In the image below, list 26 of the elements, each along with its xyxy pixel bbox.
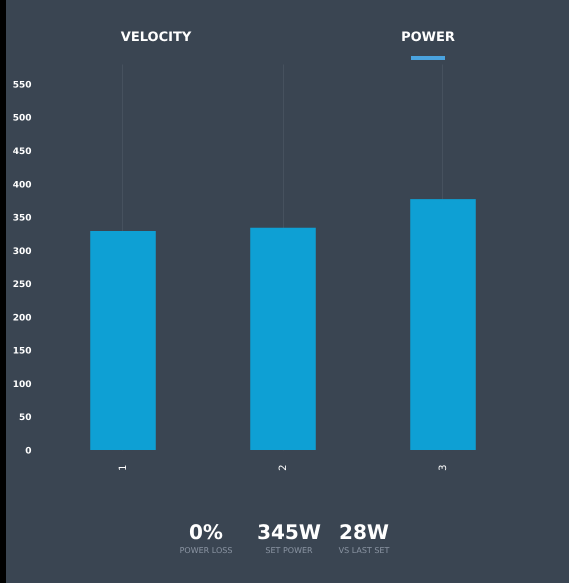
text: VELOCITY (120, 30, 192, 45)
y-tick-label: 100 (12, 380, 32, 390)
bar (250, 228, 316, 450)
y-tick-label: 200 (12, 313, 32, 324)
text: 345W (257, 520, 321, 544)
text: POWER (401, 30, 455, 45)
text: VS LAST SET (338, 546, 390, 555)
x-tick-label: 1 (118, 464, 129, 471)
text: 28W (338, 520, 390, 544)
y-tick-label: 150 (12, 346, 32, 357)
y-tick-label: 450 (12, 147, 32, 158)
y-tick-label: 350 (12, 214, 32, 224)
text: SET POWER (264, 546, 314, 555)
x-tick-label: 2 (278, 464, 289, 471)
y-tick-label: 500 (12, 114, 32, 124)
y-tick-label: 250 (12, 280, 32, 290)
y-tick-label: 400 (12, 180, 32, 190)
text: POWER LOSS (180, 546, 232, 555)
y-tick-label: 0 (25, 446, 32, 456)
y-tick-label: 50 (18, 413, 32, 424)
y-tick-label: 300 (12, 246, 32, 257)
x-tick-label: 3 (438, 464, 449, 471)
text: 0% (188, 520, 224, 544)
bar (410, 199, 476, 450)
bar (90, 231, 156, 450)
y-tick-label: 550 (12, 80, 32, 90)
